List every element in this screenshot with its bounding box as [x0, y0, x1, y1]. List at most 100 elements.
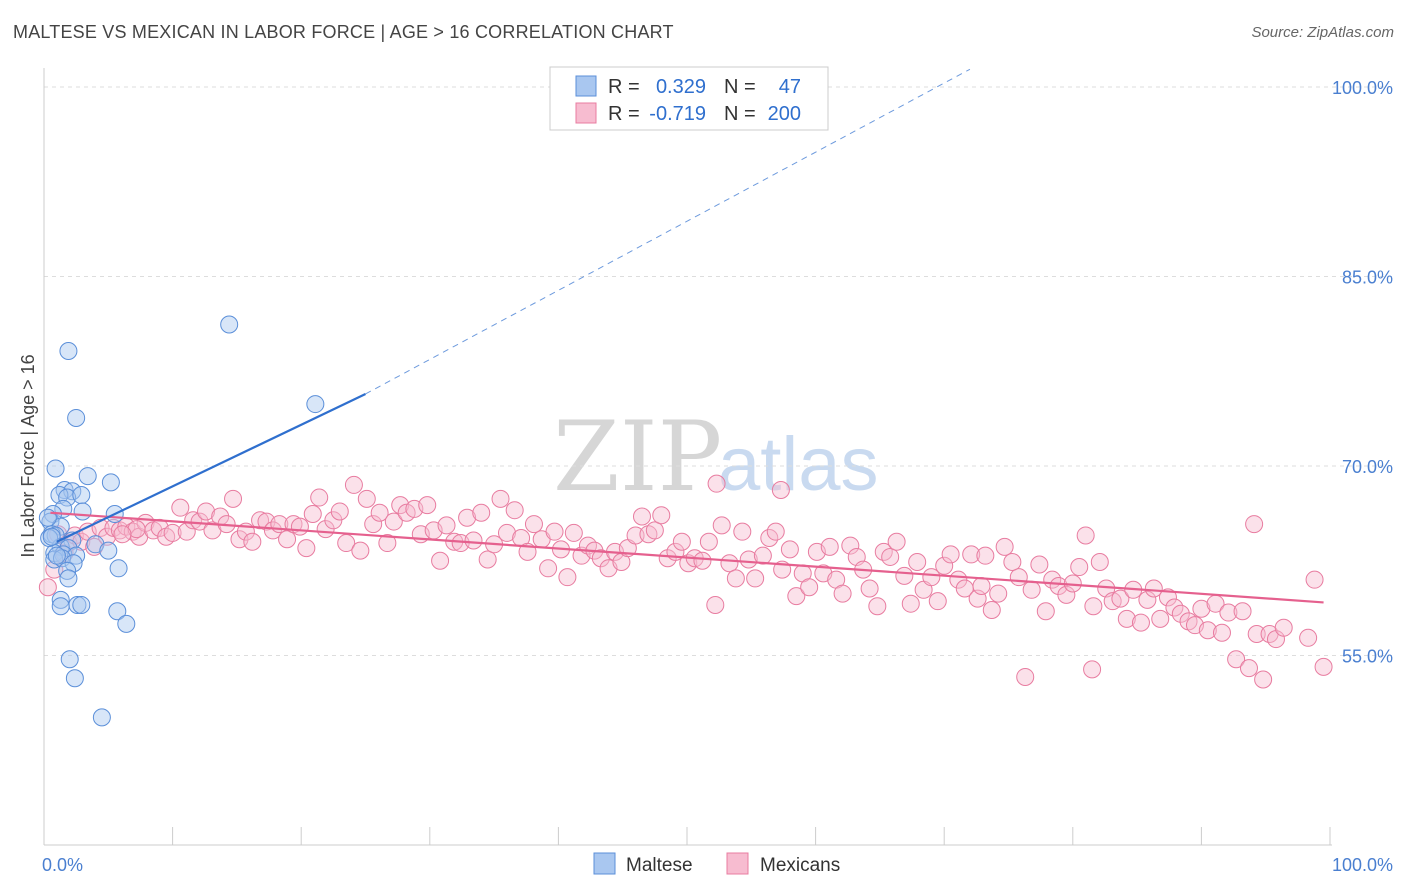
mexicans-point [384, 512, 403, 531]
mexicans-point [357, 489, 376, 508]
mexicans-point [184, 511, 203, 530]
watermark: ZIP atlas [553, 401, 879, 513]
mexicans-point [278, 530, 297, 549]
mexicans-point [753, 546, 772, 565]
mexicans-point [800, 578, 819, 597]
maltese-point [67, 408, 86, 427]
mexicans-point [1070, 558, 1089, 577]
mexicans-point [1219, 603, 1238, 622]
mexicans-point [895, 566, 914, 585]
maltese-points [38, 315, 325, 727]
mexicans-point [1192, 599, 1211, 618]
mexicans-point [746, 569, 765, 588]
mexicans-point [364, 515, 383, 534]
mexicans-point [693, 551, 712, 570]
maltese-point [101, 473, 120, 492]
mexicans-point [324, 511, 343, 530]
mexicans-point [497, 523, 516, 542]
mexicans-point [505, 501, 524, 520]
mexicans-point [787, 587, 806, 606]
watermark-atlas: atlas [718, 422, 879, 507]
mexicans-point [1076, 526, 1095, 545]
mexicans-point [766, 522, 785, 541]
chart-title: MALTESE VS MEXICAN IN LABOR FORCE | AGE … [13, 22, 674, 42]
mexicans-point [982, 601, 1001, 620]
mexicans-point [672, 532, 691, 551]
mexicans-point [1036, 602, 1055, 621]
mexicans-point [197, 502, 216, 521]
mexicans-point [941, 545, 960, 564]
mexicans-point [127, 520, 146, 539]
mexicans-point [243, 532, 262, 551]
mexicans-point [351, 541, 370, 560]
mexicans-point [881, 547, 900, 566]
mexicans-point [887, 532, 906, 551]
mexicans-point [1138, 590, 1157, 609]
y-tick-label: 100.0% [1332, 78, 1393, 98]
mexicans-point [558, 568, 577, 587]
gridlines [44, 86, 1392, 656]
maltese-point [59, 342, 78, 361]
mexicans-point [458, 508, 477, 527]
mexicans-point [163, 523, 182, 542]
mexicans-point [370, 503, 389, 522]
maltese-point [58, 561, 77, 580]
mexicans-point [1314, 657, 1333, 676]
legend-n-label-1: N = [724, 76, 756, 98]
mexicans-point [1233, 602, 1252, 621]
watermark-zip: ZIP [553, 401, 722, 513]
mexicans-point [1009, 568, 1028, 587]
legend-r-value-2: -0.719 [649, 103, 706, 125]
mexicans-point [860, 579, 879, 598]
mexicans-point [972, 577, 991, 595]
maltese-trend-line [56, 392, 366, 543]
maltese-point [109, 559, 128, 578]
maltese-point [47, 546, 66, 565]
x-axis-ticks [172, 827, 1331, 845]
mexicans-point [1003, 552, 1022, 571]
mexicans-point [1144, 579, 1163, 598]
y-tick-labels: 55.0% 70.0% 85.0% 100.0% [1332, 78, 1393, 667]
mexicans-point [437, 516, 456, 535]
mexicans-point [922, 568, 941, 587]
mexicans-point [1254, 670, 1273, 689]
maltese-trend-extension [365, 68, 971, 395]
mexicans-point [303, 504, 322, 523]
mexicans-point [524, 515, 543, 534]
mexicans-point [1111, 589, 1130, 608]
maltese-point [42, 527, 61, 546]
mexicans-point [720, 554, 739, 573]
maltese-point [92, 708, 111, 727]
mexicans-point [1165, 598, 1184, 617]
mexicans-point [251, 511, 270, 530]
mexicans-point [645, 521, 664, 540]
mexicans-point [1198, 621, 1217, 640]
mexicans-point [1016, 667, 1035, 686]
maltese-point [51, 597, 70, 616]
mexicans-point [726, 569, 745, 588]
y-tick-label: 55.0% [1342, 646, 1393, 666]
mexicans-point [545, 522, 564, 541]
mexicans-point [1274, 618, 1293, 637]
mexicans-point [478, 550, 497, 569]
maltese-point [55, 480, 74, 499]
mexicans-point [989, 584, 1008, 603]
legend-n-label-2: N = [724, 103, 756, 125]
maltese-point [46, 459, 65, 478]
mexicans-point [771, 480, 790, 499]
mexicans-point [1247, 625, 1266, 644]
mexicans-point [1299, 628, 1318, 647]
mexicans-point [1245, 515, 1264, 534]
mexicans-point [1057, 585, 1076, 604]
legend-r-value-1: 0.329 [656, 76, 706, 98]
bottom-legend-swatch-mexicans [726, 852, 749, 875]
mexicans-point [431, 551, 450, 570]
mexicans-point [908, 552, 927, 571]
mexicans-point [1084, 597, 1103, 616]
mexicans-point [733, 522, 752, 541]
mexicans-point [344, 475, 363, 494]
maltese-point [78, 467, 97, 486]
mexicans-point [263, 521, 282, 540]
mexicans-point [1212, 623, 1231, 642]
